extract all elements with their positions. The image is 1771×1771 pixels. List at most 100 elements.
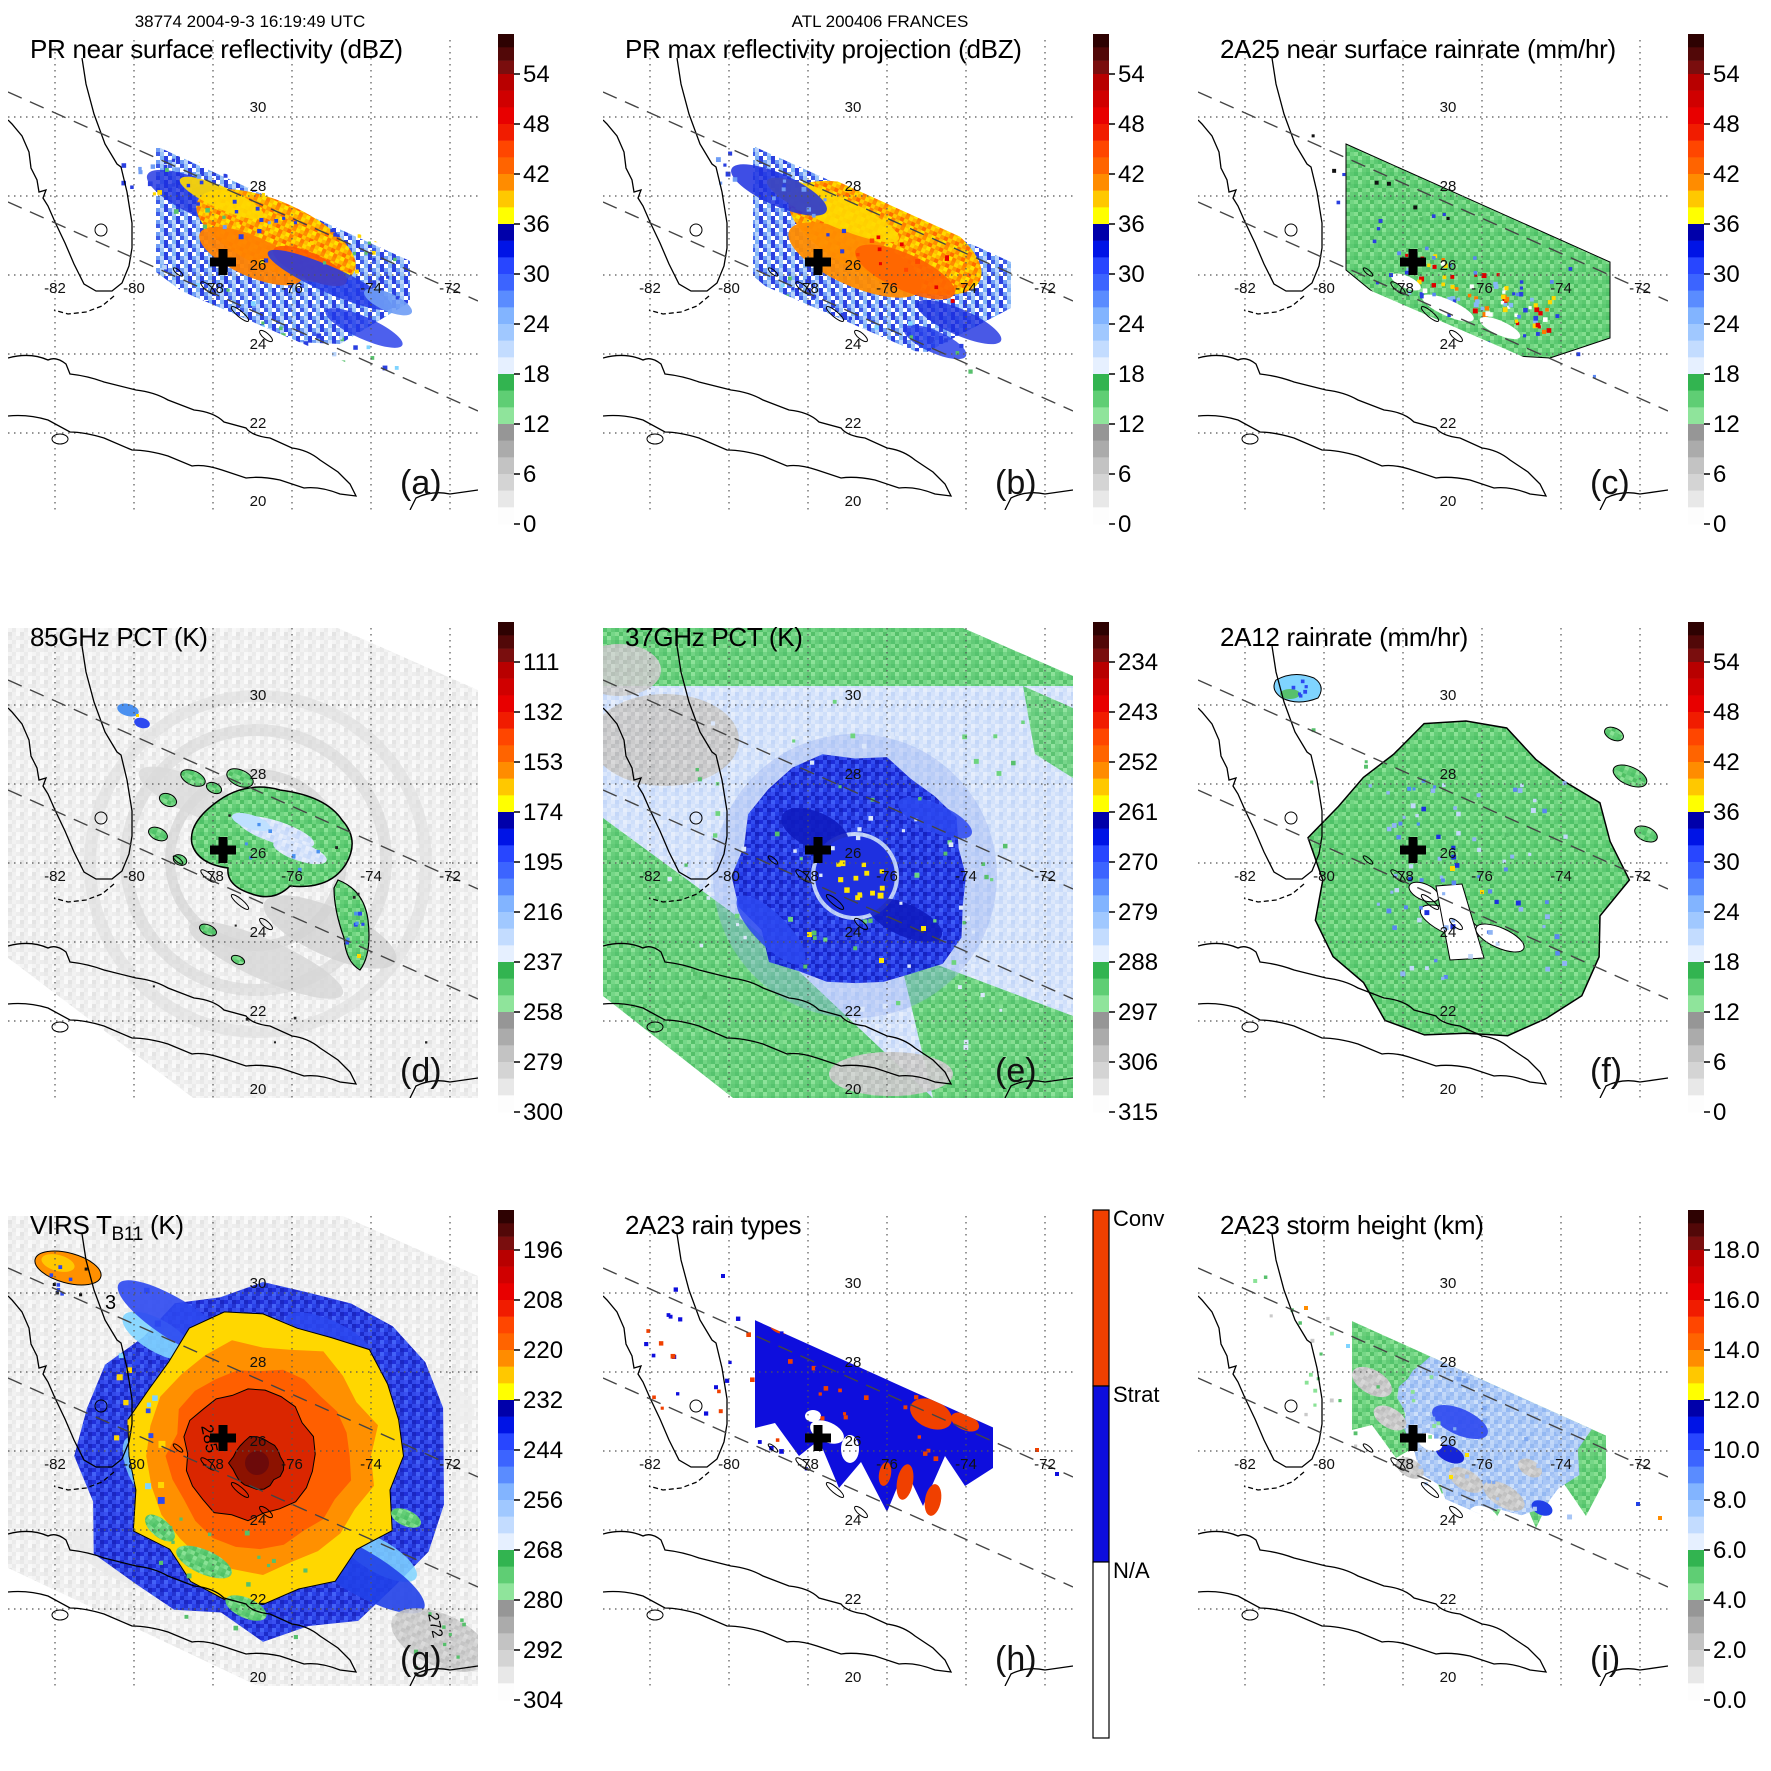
colorbar-tick-label: 18 xyxy=(1713,949,1740,976)
lat-label: 20 xyxy=(250,493,267,510)
colorbar-tick-label: 18 xyxy=(1118,361,1145,388)
map-d: -82 -80 -78 -76 -74 -72 30 28 26 24 22 20 xyxy=(8,628,478,1098)
lon-label: -72 xyxy=(1034,280,1056,297)
colorbar-tick-label: 6 xyxy=(1118,461,1131,488)
lat-label: 22 xyxy=(250,1003,267,1020)
lon-label: -78 xyxy=(797,1456,819,1473)
lat-label: 26 xyxy=(845,257,862,274)
storm-center-marker-icon xyxy=(805,837,831,863)
colorbar-tick-label: 6 xyxy=(1713,1049,1726,1076)
lat-label: 22 xyxy=(250,415,267,432)
colorbar-d: 111 132 153 174 195 216 237 258 279 300 xyxy=(498,622,563,1126)
latlon-grid xyxy=(8,40,478,510)
lon-label: -82 xyxy=(639,280,661,297)
lat-label: 26 xyxy=(1440,257,1457,274)
lon-label: -74 xyxy=(360,280,382,297)
raintype-label: Conv xyxy=(1113,1206,1164,1231)
colorbar-tick-label: 6 xyxy=(1713,461,1726,488)
panel-c: -82 -80 -78 -76 -74 -72 30 28 26 24 22 20 2A25 near … xyxy=(1198,34,1771,600)
latlon-grid xyxy=(1198,40,1668,510)
lat-label: 26 xyxy=(1440,845,1457,862)
colorbar-tick-label: 18 xyxy=(1713,361,1740,388)
lon-label: -76 xyxy=(876,280,898,297)
colorbar-tick-label: 261 xyxy=(1118,799,1158,826)
colorbar-tick-label: 12.0 xyxy=(1713,1387,1760,1414)
lat-label: 28 xyxy=(845,178,862,195)
colorbar-tick-label: 132 xyxy=(523,699,563,726)
lat-label: 22 xyxy=(1440,415,1457,432)
coastline xyxy=(1198,57,1668,510)
lat-label: 26 xyxy=(1440,1433,1457,1450)
colorbar-tick-label: 36 xyxy=(1713,211,1740,238)
panel-letter-a: (a) xyxy=(400,464,442,502)
colorbar-tick-label: 315 xyxy=(1118,1099,1158,1126)
colorbar-tick-label: 8.0 xyxy=(1713,1487,1746,1514)
lat-label: 30 xyxy=(845,1275,862,1292)
geo-grid-labels: -82 -80 -78 -76 -74 -72 30 28 26 24 22 20 xyxy=(639,687,1056,1098)
map-e: -82 -80 -78 -76 -74 -72 30 28 26 24 22 20 xyxy=(603,628,1073,1098)
map-f: -82 -80 -78 -76 -74 -72 30 28 26 24 22 20 xyxy=(1198,628,1668,1098)
map-a: -82 -80 -78 -76 -74 -72 30 28 26 24 22 20 xyxy=(8,40,478,510)
lat-label: 24 xyxy=(1440,1512,1457,1529)
colorbar-tick-label: 54 xyxy=(1118,61,1145,88)
swath-edge-lines xyxy=(1198,679,1668,1000)
lat-label: 28 xyxy=(1440,766,1457,783)
panel-e: -82 -80 -78 -76 -74 -72 30 28 26 24 22 20 37GHz PCT … xyxy=(603,622,1203,1188)
colorbar-tick-label: 42 xyxy=(523,161,550,188)
lon-label: -78 xyxy=(797,280,819,297)
swath-edge-lines xyxy=(8,91,478,412)
colorbar-tick-label: 30 xyxy=(1118,261,1145,288)
lon-label: -76 xyxy=(876,868,898,885)
map-c: -82 -80 -78 -76 -74 -72 30 28 26 24 22 20 xyxy=(1198,40,1668,510)
geo-grid-labels: -82 -80 -78 -76 -74 -72 30 28 26 24 22 20 xyxy=(44,99,461,510)
lon-label: -78 xyxy=(797,868,819,885)
lat-label: 22 xyxy=(845,1591,862,1608)
swath-edge-lines xyxy=(1198,91,1668,412)
lon-label: -74 xyxy=(1550,868,1572,885)
coastline xyxy=(603,1233,1073,1686)
colorbar-tick-label: 297 xyxy=(1118,999,1158,1026)
colorbar-tick-label: 174 xyxy=(523,799,563,826)
data-swath xyxy=(1307,720,1631,1037)
map-h: -82 -80 -78 -76 -74 -72 30 28 26 24 22 20 xyxy=(603,1216,1073,1686)
lat-label: 28 xyxy=(250,766,267,783)
panel-title-h: 2A23 rain types xyxy=(625,1210,802,1240)
lat-label: 28 xyxy=(845,1354,862,1371)
colorbar-tick-label: 54 xyxy=(1713,61,1740,88)
lon-label: -72 xyxy=(1034,868,1056,885)
lon-label: -72 xyxy=(439,1456,461,1473)
lon-label: -74 xyxy=(955,1456,977,1473)
colorbar-tick-label: 36 xyxy=(523,211,550,238)
data-swath xyxy=(603,628,1073,1098)
lon-label: -72 xyxy=(439,280,461,297)
coastline xyxy=(1198,645,1668,1098)
colorbar-e: 234 243 252 261 270 279 288 297 306 315 xyxy=(1093,622,1158,1126)
colorbar-tick-label: 195 xyxy=(523,849,563,876)
panel-title-f: 2A12 rainrate (mm/hr) xyxy=(1220,622,1469,652)
lon-label: -74 xyxy=(360,1456,382,1473)
colorbar-tick-label: 279 xyxy=(1118,899,1158,926)
colorbar-tick-label: 16.0 xyxy=(1713,1287,1760,1314)
panel-letter-f: (f) xyxy=(1590,1052,1623,1090)
geo-grid-labels: -82 -80 -78 -76 -74 -72 30 28 26 24 22 20 xyxy=(44,687,461,1098)
lat-label: 28 xyxy=(250,178,267,195)
panel-d: -82 -80 -78 -76 -74 -72 30 28 26 24 22 20 85GHz PCT … xyxy=(8,622,608,1188)
colorbar-tick-label: 256 xyxy=(523,1487,563,1514)
data-specks xyxy=(715,151,847,254)
colorbar-tick-label: 234 xyxy=(1118,649,1158,676)
coastline xyxy=(1198,1233,1668,1686)
panel-letter-e: (e) xyxy=(995,1052,1037,1090)
lon-label: -82 xyxy=(1234,1456,1256,1473)
panel-title-d: 85GHz PCT (K) xyxy=(30,622,208,652)
lon-label: -72 xyxy=(1629,1456,1651,1473)
colorbar-i: 18.0 16.0 14.0 12.0 10.0 8.0 6.0 4.0 2.0 0.0 xyxy=(1688,1210,1760,1714)
colorbar-tick-label: 232 xyxy=(523,1387,563,1414)
colorbar-tick-label: 6 xyxy=(523,461,536,488)
data-swath xyxy=(755,1308,993,1516)
data-specks xyxy=(644,1274,1059,1476)
lon-label: -82 xyxy=(639,1456,661,1473)
lat-label: 26 xyxy=(250,257,267,274)
lat-label: 22 xyxy=(1440,1003,1457,1020)
